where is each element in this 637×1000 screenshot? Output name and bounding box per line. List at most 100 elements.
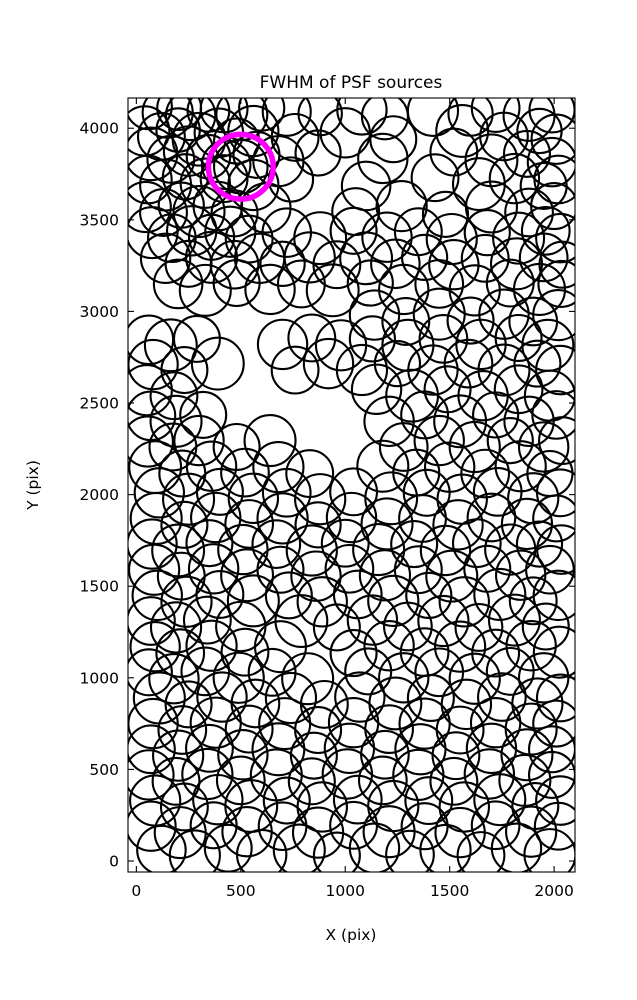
psf-source-circle [500,728,554,782]
psf-source-circle [348,289,401,341]
y-axis-ticks: 0 500 1000 1500 2000 2500 3000 3500 4000 [80,120,575,871]
psf-source-circle [530,182,575,231]
psf-source-circle [160,500,209,549]
psf-source-circle [473,567,527,621]
psf-source-circle [485,646,535,696]
psf-source-circle [325,491,378,544]
psf-source-circle [212,258,261,308]
psf-source-circle [443,338,494,389]
highlighted-source-marker [205,131,276,202]
psf-source-circle [285,524,338,577]
psf-source-circle [157,705,208,755]
psf-source-circle [253,620,308,674]
y-tick-label: 1500 [80,578,119,596]
psf-source-circle [373,340,422,388]
psf-source-circle [128,648,173,697]
psf-source-circle [129,774,182,827]
psf-source-circle [157,181,205,229]
psf-source-circle [492,211,546,265]
y-tick-label: 2000 [80,486,119,504]
psf-source-circle [472,467,523,517]
psf-source-circle [448,652,501,705]
psf-source-circle [515,520,564,568]
psf-source-circle [378,422,429,472]
psf-source-circle [128,440,183,495]
psf-source-circle [381,297,431,346]
psf-source-circle [321,748,374,800]
psf-source-circle [293,211,348,266]
psf-source-circle [356,439,410,493]
psf-source-circle [425,212,478,266]
psf-source-circle [244,263,296,316]
psf-source-circle [289,731,338,780]
psf-source-circle [472,391,520,439]
psf-source-circle [432,499,484,551]
psf-source-circle [235,828,288,872]
psf-source-circle [473,773,527,827]
psf-source-circle [520,205,571,256]
psf-source-circle [394,723,447,776]
psf-source-circle [451,518,502,569]
psf-source-circle [375,179,428,233]
psf-source-circle [136,824,187,872]
psf-source-circle [329,467,379,517]
psf-source-circle [503,395,555,448]
psf-source-circle [521,602,570,651]
psf-source-circle [378,652,430,704]
psf-source-circle [533,801,575,851]
psf-source-circle [532,569,575,622]
psf-source-circle [312,603,361,652]
psf-source-circle [523,828,575,872]
psf-source-circle [419,524,472,577]
psf-source-circle [283,231,336,284]
psf-source-circle [435,104,490,158]
psf-source-circle [466,492,517,543]
psf-source-circle [128,126,179,182]
psf-source-circle [195,570,245,619]
psf-source-circle [532,288,575,342]
psf-source-circle [232,130,281,179]
psf-source-circle [487,593,541,647]
psf-source-circle [533,154,575,205]
psf-source-circle [335,343,389,397]
psf-source-circle [446,296,495,345]
psf-source-circle [505,620,557,672]
psf-source-circle [148,653,200,705]
psf-source-circle [404,776,454,825]
psf-source-circle [294,473,347,526]
psf-source-circle [189,696,242,749]
psf-source-circle [456,831,506,872]
psf-source-circle [433,620,487,673]
psf-source-circle [406,673,455,722]
psf-source-circle [486,416,534,465]
psf-source-circle [508,576,558,626]
x-tick-label: 1000 [326,882,365,900]
plot-title: FWHM of PSF sources [260,73,443,93]
psf-source-circle [324,543,375,594]
psf-source-circle [448,264,501,317]
psf-source-circle [152,258,204,310]
y-tick-label: 4000 [80,120,119,138]
psf-source-circle [129,620,181,673]
psf-source-circle [182,595,232,645]
psf-source-circle [133,467,186,519]
psf-source-circle [149,371,199,421]
psf-source-circle [465,722,518,775]
psf-source-circle [526,136,575,188]
psf-source-circle [131,569,183,622]
psf-source-circle [196,671,248,723]
psf-source-circle [419,823,472,872]
psf-source-circle [220,627,270,677]
psf-source-circle [305,263,360,318]
psf-source-circle [152,729,205,782]
psf-source-circle [287,757,336,806]
x-tick-label: 1500 [430,882,469,900]
psf-source-circle [164,98,217,142]
psf-source-circle [329,629,378,678]
psf-source-circle [488,152,541,205]
psf-source-circle [226,574,280,628]
psf-source-circle [485,258,535,308]
psf-source-circle [414,647,465,698]
psf-source-circle [425,549,479,603]
